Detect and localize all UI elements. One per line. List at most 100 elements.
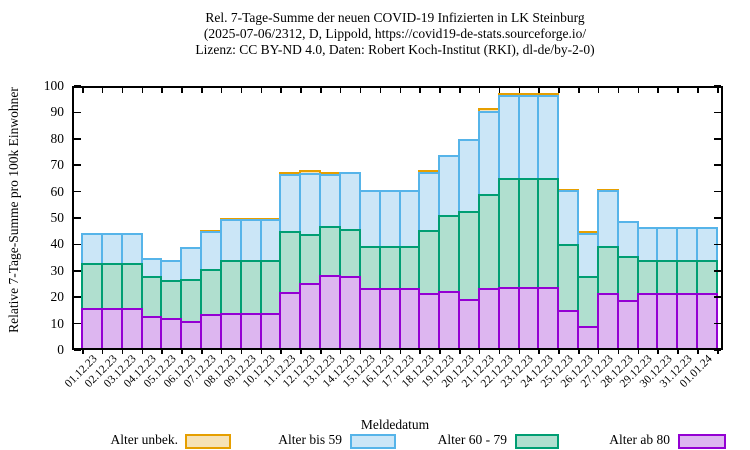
x-tickmark-bottom [320,350,322,354]
x-tickmark-top [419,88,421,93]
x-tickmark-top [359,88,362,93]
plot-border [72,86,723,350]
legend-swatch-alter-unbek [185,434,231,449]
x-tickmark-top [260,88,263,93]
x-tickmark-bottom [181,350,183,354]
x-tickmark-top [240,88,243,93]
y-tickmark-right [714,296,721,298]
x-tickmark-bottom [419,350,421,354]
x-tickmark-top [597,88,600,93]
y-tickmark-left [74,85,81,87]
x-tickmark-bottom [459,350,461,354]
y-tickmark-right [714,190,721,193]
x-axis-label: Meldedatum [360,417,430,432]
y-tick-label: 60 [50,183,65,199]
chart-title-line-1: Rel. 7-Tage-Summe der neuen COVID-19 Inf… [205,10,585,25]
x-tickmark-bottom [141,350,144,354]
x-tickmark-top [697,88,699,93]
x-tickmark-top [478,88,481,93]
y-tick-label: 40 [50,236,65,252]
x-tickmark-top [300,88,302,93]
x-tickmark-bottom [240,350,243,354]
y-tickmark-left [74,190,81,193]
x-tickmark-top [558,88,560,93]
x-tickmark-bottom [578,350,580,354]
x-tickmark-top [439,88,441,93]
x-tickmark-bottom [379,350,382,354]
y-tickmark-left [74,217,81,219]
x-tickmark-top [637,88,640,93]
x-tickmark-bottom [260,350,263,354]
x-tickmark-bottom [717,350,719,354]
y-tick-label: 90 [50,104,65,120]
x-tickmark-bottom [518,350,521,354]
x-tickmark-bottom [597,350,600,354]
y-tickmark-right [714,164,721,166]
x-tickmark-top [657,88,659,93]
x-tickmark-bottom [300,350,302,354]
x-tickmark-bottom [399,350,401,354]
y-tick-label: 10 [50,315,65,331]
y-tickmark-left [74,164,81,166]
y-tickmark-right [714,138,721,140]
y-tick-label: 80 [50,130,65,146]
legend-label-alter-60-79: Alter 60 - 79 [437,432,507,447]
x-tickmark-top [320,88,322,93]
x-tickmark-top [498,88,501,93]
y-tickmark-left [74,243,81,246]
legend-swatch-alter-bis-59 [350,434,396,449]
x-tickmark-top [339,88,342,93]
x-tickmark-top [617,88,620,93]
chart-title-line-2: (2025-07-06/2312, D, Lippold, https://co… [203,26,587,41]
x-tickmark-bottom [101,350,104,354]
x-tickmark-bottom [280,350,282,354]
y-tickmark-right [714,217,721,219]
x-tickmark-top [280,88,282,93]
y-tick-label: 100 [43,78,64,93]
x-tickmark-bottom [617,350,620,354]
x-tickmark-bottom [657,350,659,354]
x-tickmark-bottom [558,350,560,354]
x-tickmark-bottom [697,350,699,354]
y-tickmark-right [714,322,721,325]
y-tick-label: 50 [50,210,65,225]
x-tickmark-bottom [220,350,223,354]
y-tickmark-right [714,270,721,272]
x-tickmark-top [201,88,203,93]
x-tickmark-top [161,88,163,93]
x-tickmark-top [141,88,144,93]
x-tickmark-bottom [637,350,640,354]
y-tickmark-right [714,243,721,246]
x-tickmark-top [101,88,104,93]
x-tickmark-bottom [161,350,163,354]
y-tickmark-left [74,296,81,298]
y-tickmark-left [74,349,81,351]
x-tickmark-bottom [677,350,679,354]
x-tickmark-top [518,88,521,93]
x-tickmark-bottom [478,350,481,354]
x-tickmark-bottom [121,350,124,354]
x-tickmark-top [121,88,124,93]
legend-swatch-alter-60-79 [515,434,559,449]
x-tickmark-top [677,88,679,93]
x-tickmark-bottom [359,350,362,354]
legend-label-alter-unbek: Alter unbek. [110,432,178,447]
legend-swatch-alter-ab-80 [678,434,726,449]
legend-label-alter-bis-59: Alter bis 59 [278,432,342,447]
x-tickmark-top [399,88,401,93]
x-tickmark-bottom [538,350,540,354]
x-tickmark-bottom [439,350,441,354]
chart-title: Rel. 7-Tage-Summe der neuen COVID-19 Inf… [30,10,750,58]
x-tickmark-top [459,88,461,93]
x-tickmark-top [82,88,84,93]
chart-title-line-3: Lizenz: CC BY-ND 4.0, Daten: Robert Koch… [195,42,595,57]
x-tickmark-bottom [339,350,342,354]
legend-label-alter-ab-80: Alter ab 80 [609,432,670,447]
y-tickmark-right [714,111,721,114]
y-tick-label: 20 [50,289,65,305]
y-tickmark-right [714,85,721,87]
y-tickmark-left [74,270,81,272]
y-tick-label: 30 [50,262,65,278]
x-tickmark-top [578,88,580,93]
